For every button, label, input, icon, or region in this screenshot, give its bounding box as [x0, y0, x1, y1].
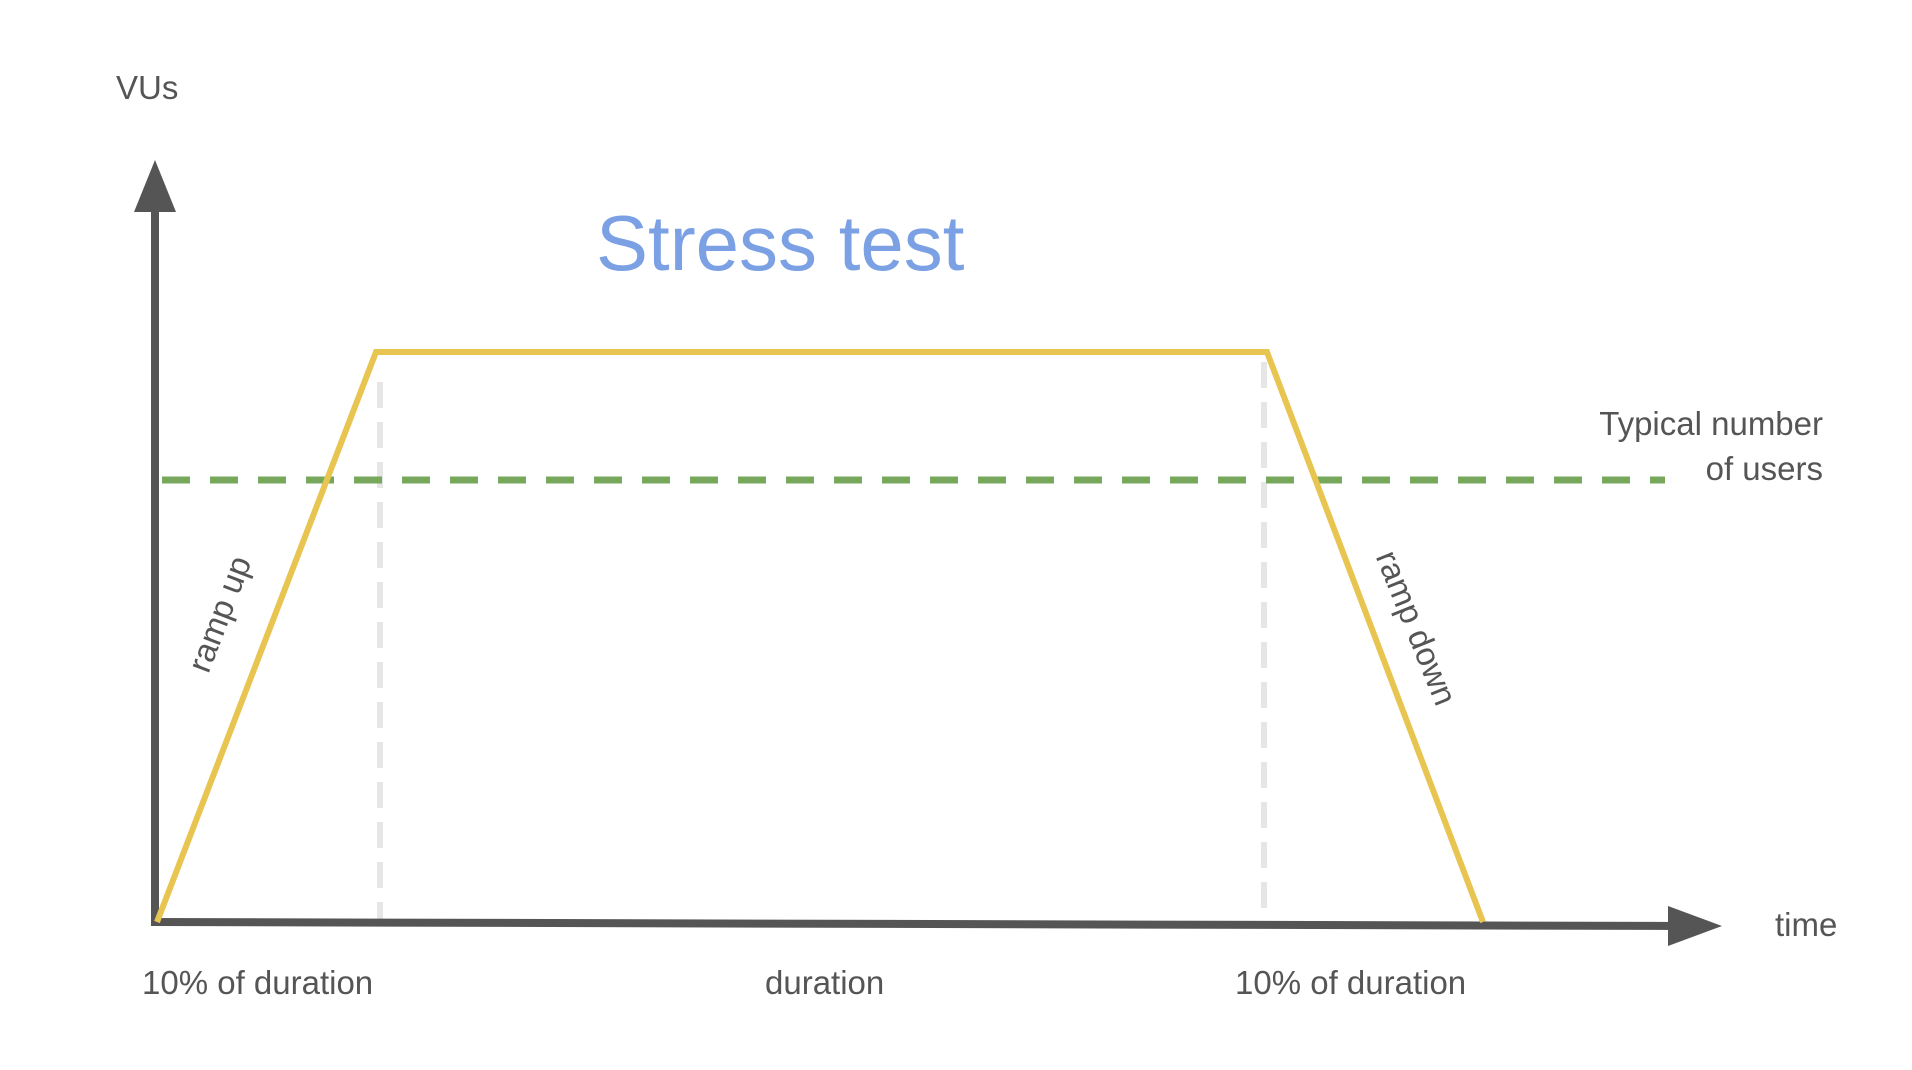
duration-label-end: 10% of duration [1235, 964, 1466, 1001]
y-axis-label: VUs [116, 69, 178, 106]
typical-users-label-line2: of users [1706, 450, 1823, 487]
y-axis-arrowhead [134, 160, 176, 212]
x-axis [150, 918, 1681, 930]
x-axis-arrowhead [1668, 906, 1722, 946]
duration-label-start: 10% of duration [142, 964, 373, 1001]
duration-label-middle: duration [765, 964, 884, 1001]
load-profile-line [154, 349, 1486, 924]
ramp-down-label: ramp down [1369, 545, 1464, 710]
x-axis-label: time [1775, 906, 1837, 943]
ramp-up-label: ramp up [180, 551, 258, 677]
diagram-title: Stress test [596, 199, 965, 287]
typical-users-label-line1: Typical number [1599, 405, 1823, 442]
